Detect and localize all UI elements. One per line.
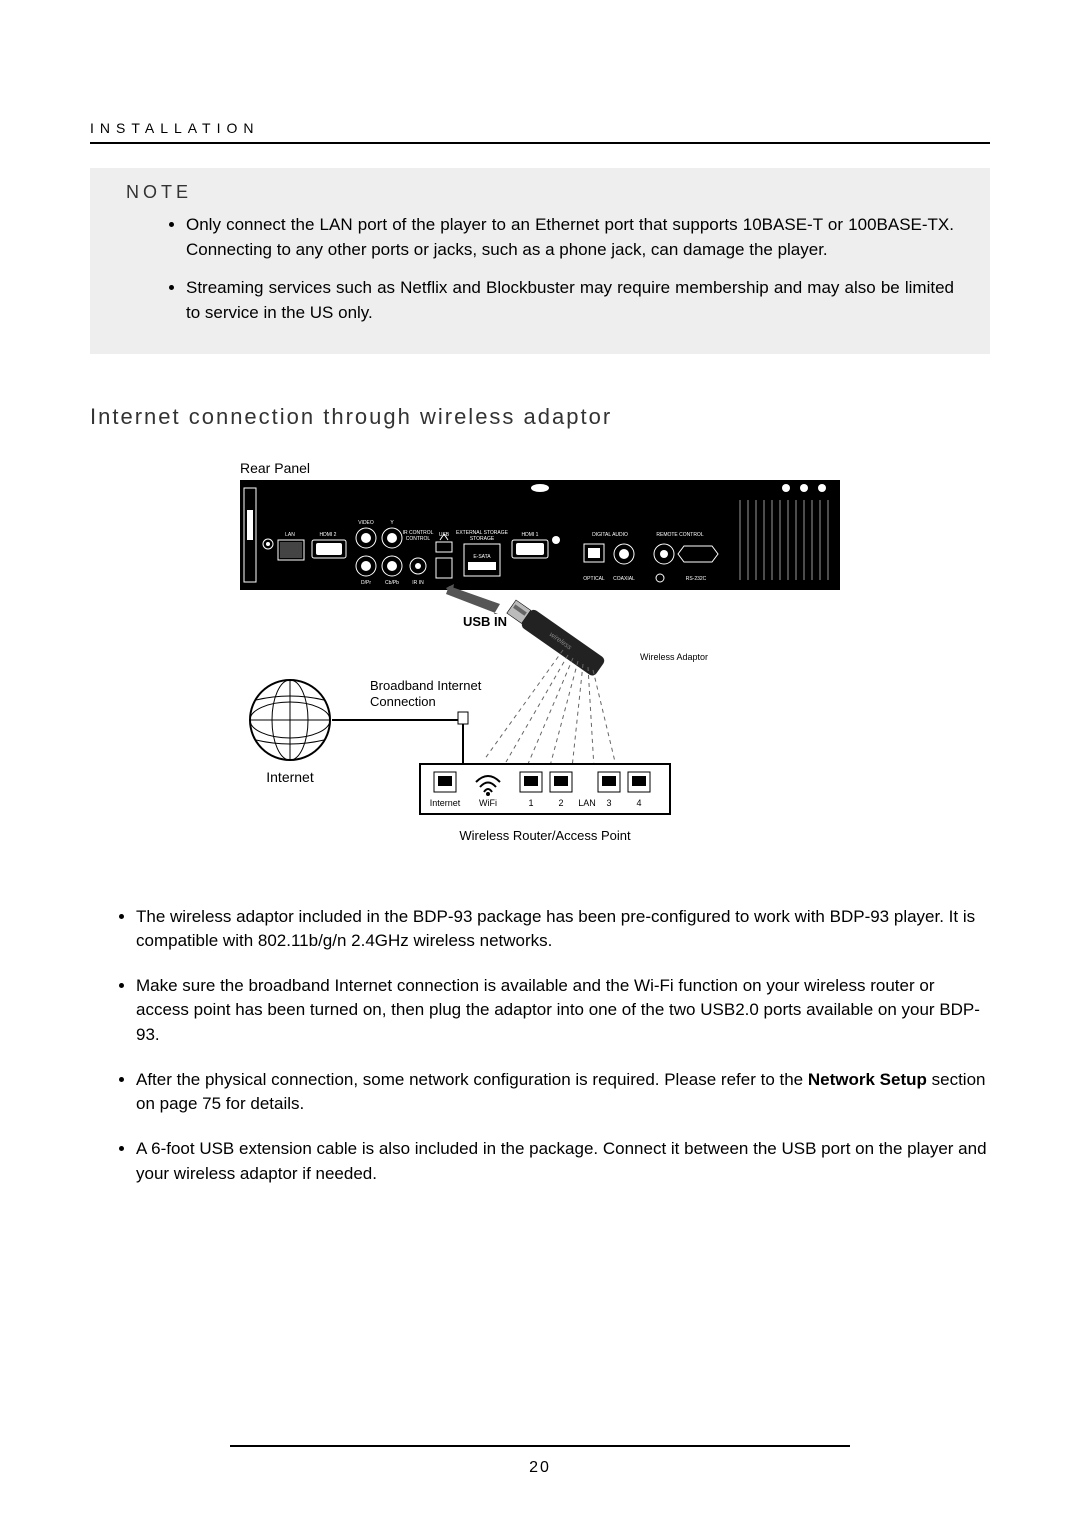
svg-text:DIGITAL AUDIO: DIGITAL AUDIO: [592, 532, 628, 538]
note-item: Only connect the LAN port of the player …: [186, 213, 954, 262]
list-item: The wireless adaptor included in the BDP…: [136, 905, 990, 954]
svg-text:REMOTE CONTROL: REMOTE CONTROL: [656, 532, 703, 538]
svg-text:WiFi: WiFi: [479, 798, 497, 808]
list-item: Make sure the broadband Internet connect…: [136, 974, 990, 1048]
svg-text:D/Pr: D/Pr: [361, 580, 371, 586]
svg-text:E-SATA: E-SATA: [473, 554, 491, 560]
svg-text:IR IN: IR IN: [412, 580, 424, 586]
diagram: Rear Panel LAN HDMI: [220, 460, 860, 865]
svg-text:OPTICAL: OPTICAL: [583, 576, 605, 582]
svg-text:2: 2: [558, 798, 563, 808]
header-rule: [90, 142, 990, 144]
svg-text:Internet: Internet: [430, 798, 461, 808]
broadband-label: Broadband Internet Connection: [370, 678, 485, 709]
note-title: NOTE: [126, 182, 954, 203]
router-caption: Wireless Router/Access Point: [459, 828, 631, 843]
wireless-adaptor-label: Wireless Adaptor: [640, 652, 708, 662]
footer-rule: [230, 1445, 850, 1447]
list-item: A 6-foot USB extension cable is also inc…: [136, 1137, 990, 1186]
svg-text:Cb/Pb: Cb/Pb: [385, 580, 399, 586]
svg-text:VIDEO: VIDEO: [358, 520, 374, 526]
subheading: Internet connection through wireless ada…: [90, 404, 990, 430]
rear-panel-label: Rear Panel: [240, 460, 860, 476]
page: INSTALLATION NOTE Only connect the LAN p…: [0, 0, 1080, 1527]
svg-text:3: 3: [606, 798, 611, 808]
svg-text:STORAGE: STORAGE: [470, 536, 495, 542]
wireless-adaptor-icon: wireless: [505, 597, 606, 677]
text: After the physical connection, some netw…: [136, 1070, 808, 1089]
svg-text:RS-232C: RS-232C: [686, 576, 707, 582]
svg-text:1: 1: [528, 798, 533, 808]
svg-text:CONTROL: CONTROL: [406, 536, 431, 542]
body-list: The wireless adaptor included in the BDP…: [90, 905, 990, 1187]
note-item: Streaming services such as Netflix and B…: [186, 276, 954, 325]
note-box: NOTE Only connect the LAN port of the pl…: [90, 168, 990, 354]
svg-text:4: 4: [636, 798, 641, 808]
svg-text:LAN: LAN: [285, 532, 295, 538]
list-item: After the physical connection, some netw…: [136, 1068, 990, 1117]
network-setup-ref: Network Setup: [808, 1070, 927, 1089]
internet-label: Internet: [266, 769, 314, 785]
svg-text:HDMI 2: HDMI 2: [320, 532, 337, 538]
svg-text:HDMI 1: HDMI 1: [522, 532, 539, 538]
note-list: Only connect the LAN port of the player …: [126, 213, 954, 326]
diagram-svg: LAN HDMI 2 VIDEO Y D/Pr Cb/Pb IR CONTROL: [220, 480, 860, 860]
internet-globe-icon: [250, 680, 330, 760]
page-number: 20: [0, 1459, 1080, 1477]
section-header: INSTALLATION: [90, 120, 990, 142]
svg-text:LAN: LAN: [578, 798, 596, 808]
router-port-icon: [458, 712, 468, 764]
usb-in-label: USB IN: [463, 614, 507, 629]
router-icon: Internet WiFi 1 2 LAN: [420, 764, 670, 814]
rear-panel: LAN HDMI 2 VIDEO Y D/Pr Cb/Pb IR CONTROL: [240, 480, 840, 590]
svg-text:COAXIAL: COAXIAL: [613, 576, 635, 582]
